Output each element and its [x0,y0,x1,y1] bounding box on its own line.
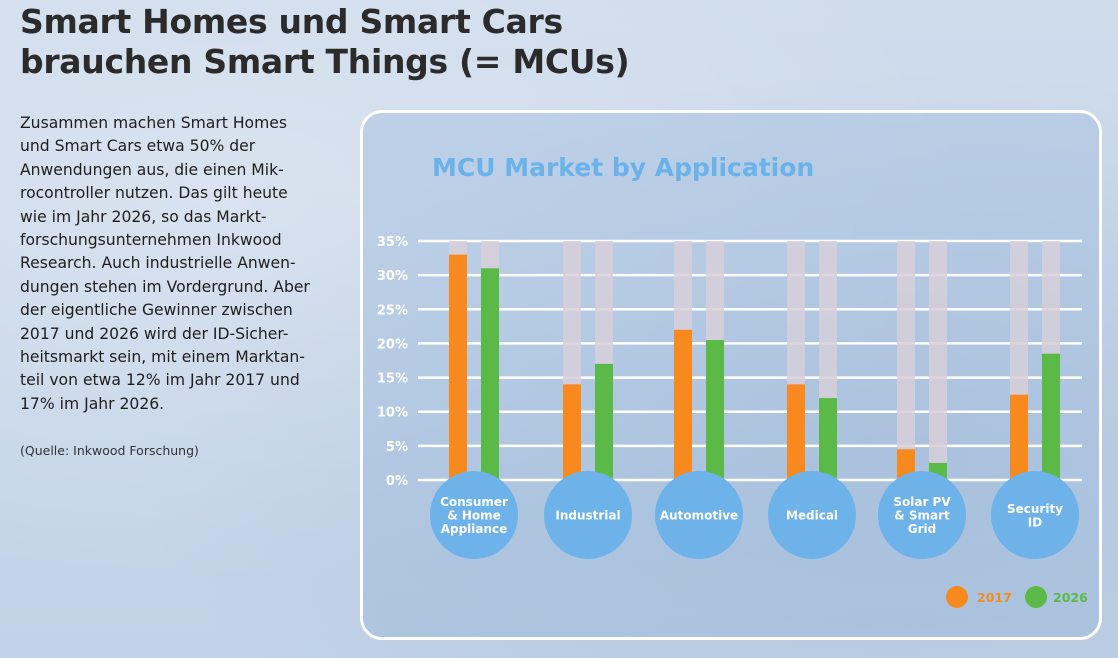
category-label-line: & Smart [894,509,950,523]
body-paragraph: Zusammen machen Smart Homes und Smart Ca… [20,112,340,416]
y-tick-label: 5% [386,440,408,455]
bar-2017 [787,384,805,480]
category-label-line: Grid [908,522,936,536]
body-line: 17% im Jahr 2026. [20,394,165,413]
category-circle [430,471,518,559]
bar-2026 [819,398,837,480]
category-circle [768,471,856,559]
body-line: der eigentliche Gewinner zwischen [20,301,293,320]
y-tick-label: 35% [377,235,408,250]
body-line: 2017 und 2026 wird der ID-Sicher- [20,324,289,343]
legend-label-2017: 2017 [977,590,1012,605]
bar-track [897,241,915,480]
bar-2026 [1042,353,1060,480]
category-label: Security ID [1007,502,1063,530]
body-line: Anwendungen aus, die einen Mik- [20,160,284,179]
y-tick-label: 30% [377,269,408,284]
category-label: Industrial [555,509,620,523]
category-label-line: & Home [447,509,501,523]
category-circle [544,471,632,559]
category-label-line: Consumer [440,495,508,509]
category-label-line: Medical [786,509,838,523]
body-line: und Smart Cars etwa 50% der [20,137,256,156]
headline-line-1: Smart Homes und Smart Cars [20,2,563,41]
bar-2017 [674,329,692,480]
category-label-line: Solar PV [893,495,951,509]
body-line: wie im Jahr 2026, so das Markt- [20,207,267,226]
bar-2017 [897,449,915,480]
y-tick-label: 15% [377,372,408,387]
bar-track [929,241,947,480]
body-line: heitsmarkt sein, mit einem Marktan- [20,348,305,367]
headline: Smart Homes und Smart Cars brauchen Smar… [20,2,630,82]
category-label-line: Appliance [441,522,508,536]
headline-line-2: brauchen Smart Things (= MCUs) [20,42,630,81]
body-line: Zusammen machen Smart Homes [20,114,287,132]
category-circle [991,471,1079,559]
body-line: teil von etwa 12% im Jahr 2017 und [20,371,300,390]
bar-2026 [595,363,613,480]
y-tick-label: 0% [386,474,408,489]
category-circle [878,471,966,559]
category-label-line: Security [1007,502,1063,516]
body-line: rocontroller nutzen. Das gilt heute [20,184,288,203]
source-note: (Quelle: Inkwood Forschung) [20,443,199,458]
bar-2026 [706,340,724,480]
category-label: Solar PV & Smart Grid [893,495,951,536]
chart-title: MCU Market by Application [432,153,815,182]
legend-marker-2017 [946,586,968,608]
category-label: Consumer & Home Appliance [440,495,508,536]
body-line: dungen stehen im Vordergrund. Aber [20,277,310,296]
bar-2026 [481,268,499,480]
body-line: Research. Auch industrielle Anwen- [20,254,296,273]
bar-2017 [563,384,581,480]
legend-marker-2026 [1025,586,1047,608]
y-tick-label: 20% [377,337,408,352]
body-line: forschungsunternehmen Inkwood [20,231,282,250]
category-label: Medical [786,509,838,523]
y-tick-label: 10% [377,406,408,421]
bar-2017 [1010,394,1028,480]
y-tick-label: 25% [377,303,408,318]
category-label: Automotive [660,509,738,523]
bar-2017 [449,254,467,480]
category-label-line: Industrial [555,509,620,523]
category-label-line: ID [1028,515,1042,529]
category-circle [655,471,743,559]
category-label-line: Automotive [660,509,738,523]
legend-label-2026: 2026 [1053,590,1088,605]
